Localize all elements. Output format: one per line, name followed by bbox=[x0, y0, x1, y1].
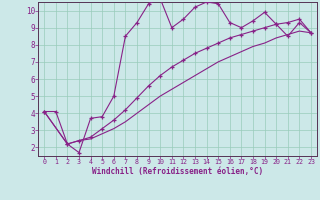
X-axis label: Windchill (Refroidissement éolien,°C): Windchill (Refroidissement éolien,°C) bbox=[92, 167, 263, 176]
